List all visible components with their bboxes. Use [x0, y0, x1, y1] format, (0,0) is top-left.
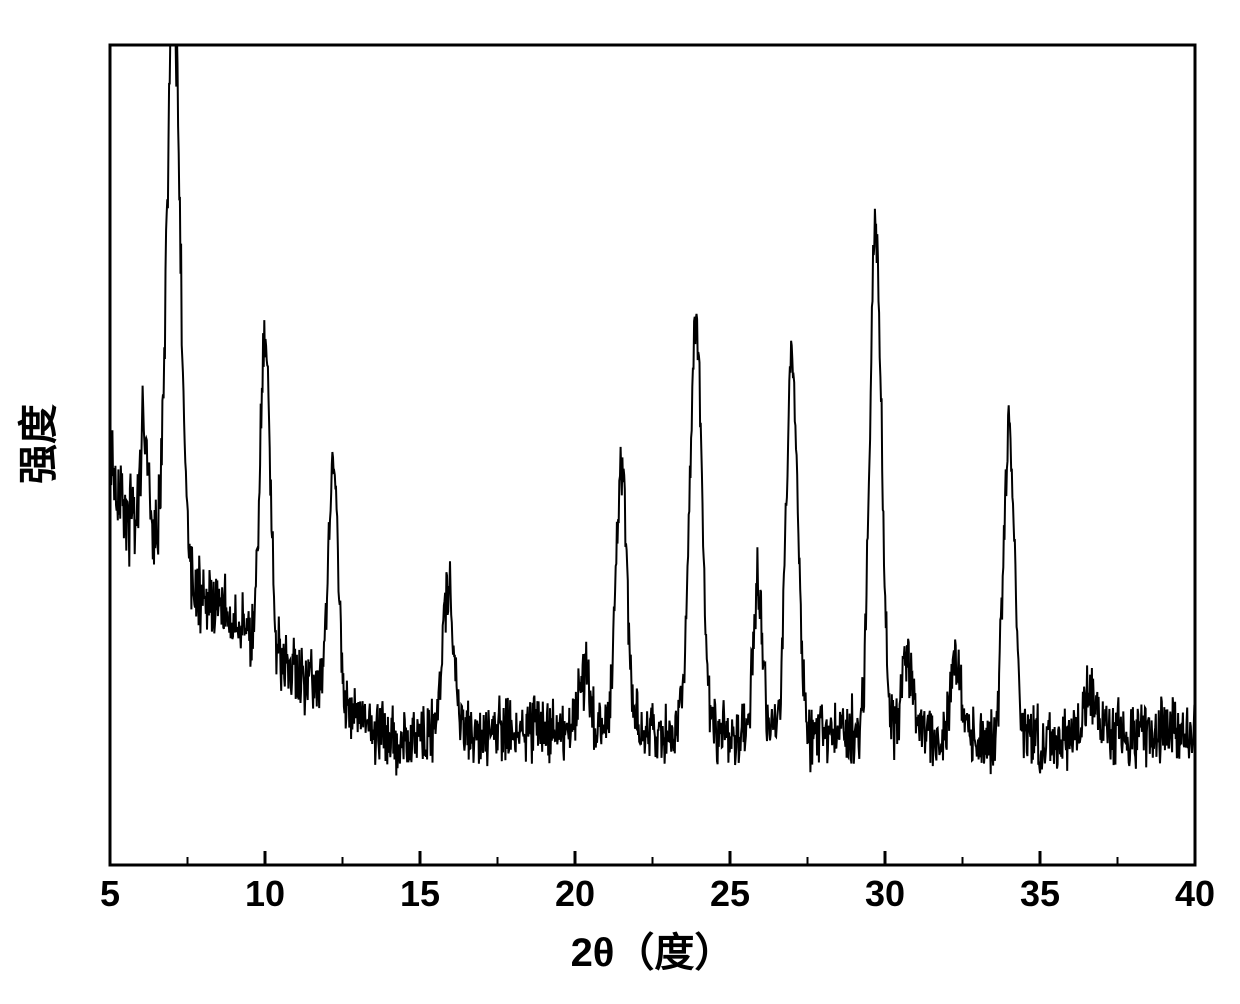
x-tick-label: 40: [1175, 873, 1215, 915]
x-tick-label: 10: [245, 873, 285, 915]
xrd-chart: 强度 2θ（度） 5 10 15 20 25 30 35 40: [0, 0, 1240, 1004]
x-tick-label: 5: [100, 873, 120, 915]
chart-svg: [0, 0, 1240, 1004]
x-tick-label: 35: [1020, 873, 1060, 915]
x-tick-label: 25: [710, 873, 750, 915]
x-tick-label: 20: [555, 873, 595, 915]
y-axis-label: 强度: [6, 444, 64, 484]
x-axis-label: 2θ（度）: [533, 920, 773, 978]
x-tick-label: 15: [400, 873, 440, 915]
x-tick-label: 30: [865, 873, 905, 915]
